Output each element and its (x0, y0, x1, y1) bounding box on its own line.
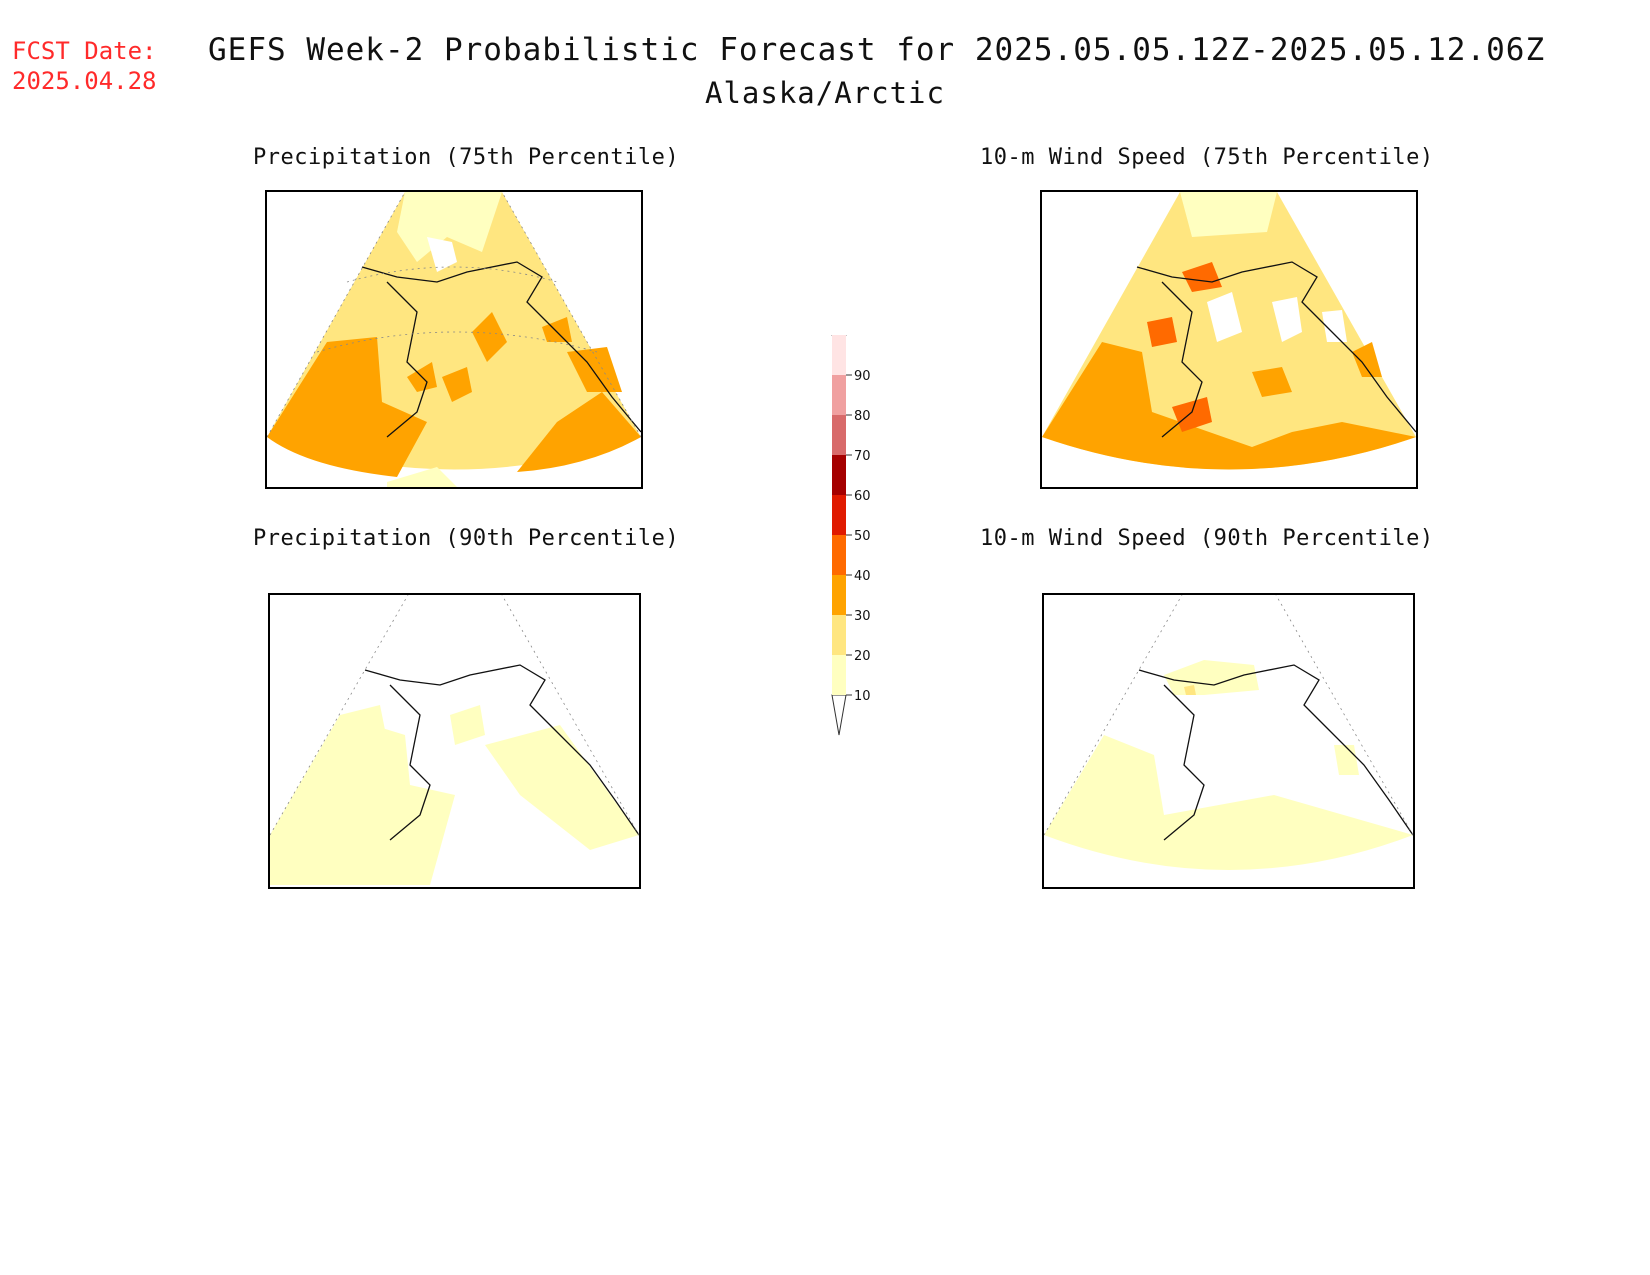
legend-swatch (832, 335, 846, 375)
legend-label: 60 (854, 489, 871, 504)
panel-title-precip75: Precipitation (75th Percentile) (253, 145, 680, 170)
map-panel-precip75 (265, 190, 643, 489)
legend-swatch (832, 455, 846, 495)
panel-title-wind90: 10-m Wind Speed (90th Percentile) (980, 526, 1434, 551)
map-panel-wind75 (1040, 190, 1418, 489)
legend-swatch (832, 655, 846, 695)
legend-swatch (832, 575, 846, 615)
map-precip90 (270, 595, 639, 885)
legend-label: 40 (854, 569, 871, 584)
legend-swatch (832, 495, 846, 535)
legend-label: 50 (854, 529, 871, 544)
forecast-date-value: 2025.04.28 (12, 67, 157, 95)
panel-title-precip90: Precipitation (90th Percentile) (253, 526, 680, 551)
legend-label: 90 (854, 369, 871, 384)
map-precip75 (267, 192, 641, 487)
map-panel-precip90 (268, 593, 641, 889)
region-subtitle: Alaska/Arctic (705, 76, 945, 110)
legend-label: 10 (854, 689, 871, 704)
legend-label: 70 (854, 449, 871, 464)
map-wind90 (1044, 595, 1413, 870)
panel-title-wind75: 10-m Wind Speed (75th Percentile) (980, 145, 1434, 170)
probability-legend: 10 20 30 40 50 60 70 80 90 (820, 296, 910, 745)
legend-swatch (832, 375, 846, 415)
legend-label: 20 (854, 649, 871, 664)
legend-swatch (832, 615, 846, 655)
legend-bottom-cap (831, 694, 847, 736)
legend-colorbar: 10 20 30 40 50 60 70 80 90 (831, 296, 871, 736)
map-title: GEFS Week-2 Probabilistic Forecast for 2… (208, 32, 1546, 68)
map-wind75 (1042, 192, 1416, 470)
forecast-date-label: FCST Date: (12, 37, 157, 65)
map-panel-wind90 (1042, 593, 1415, 889)
legend-swatch (832, 415, 846, 455)
legend-label: 30 (854, 609, 871, 624)
forecast-date-block: FCST Date: 2025.04.28 (12, 36, 157, 96)
legend-label: 80 (854, 409, 871, 424)
legend-swatch (832, 535, 846, 575)
